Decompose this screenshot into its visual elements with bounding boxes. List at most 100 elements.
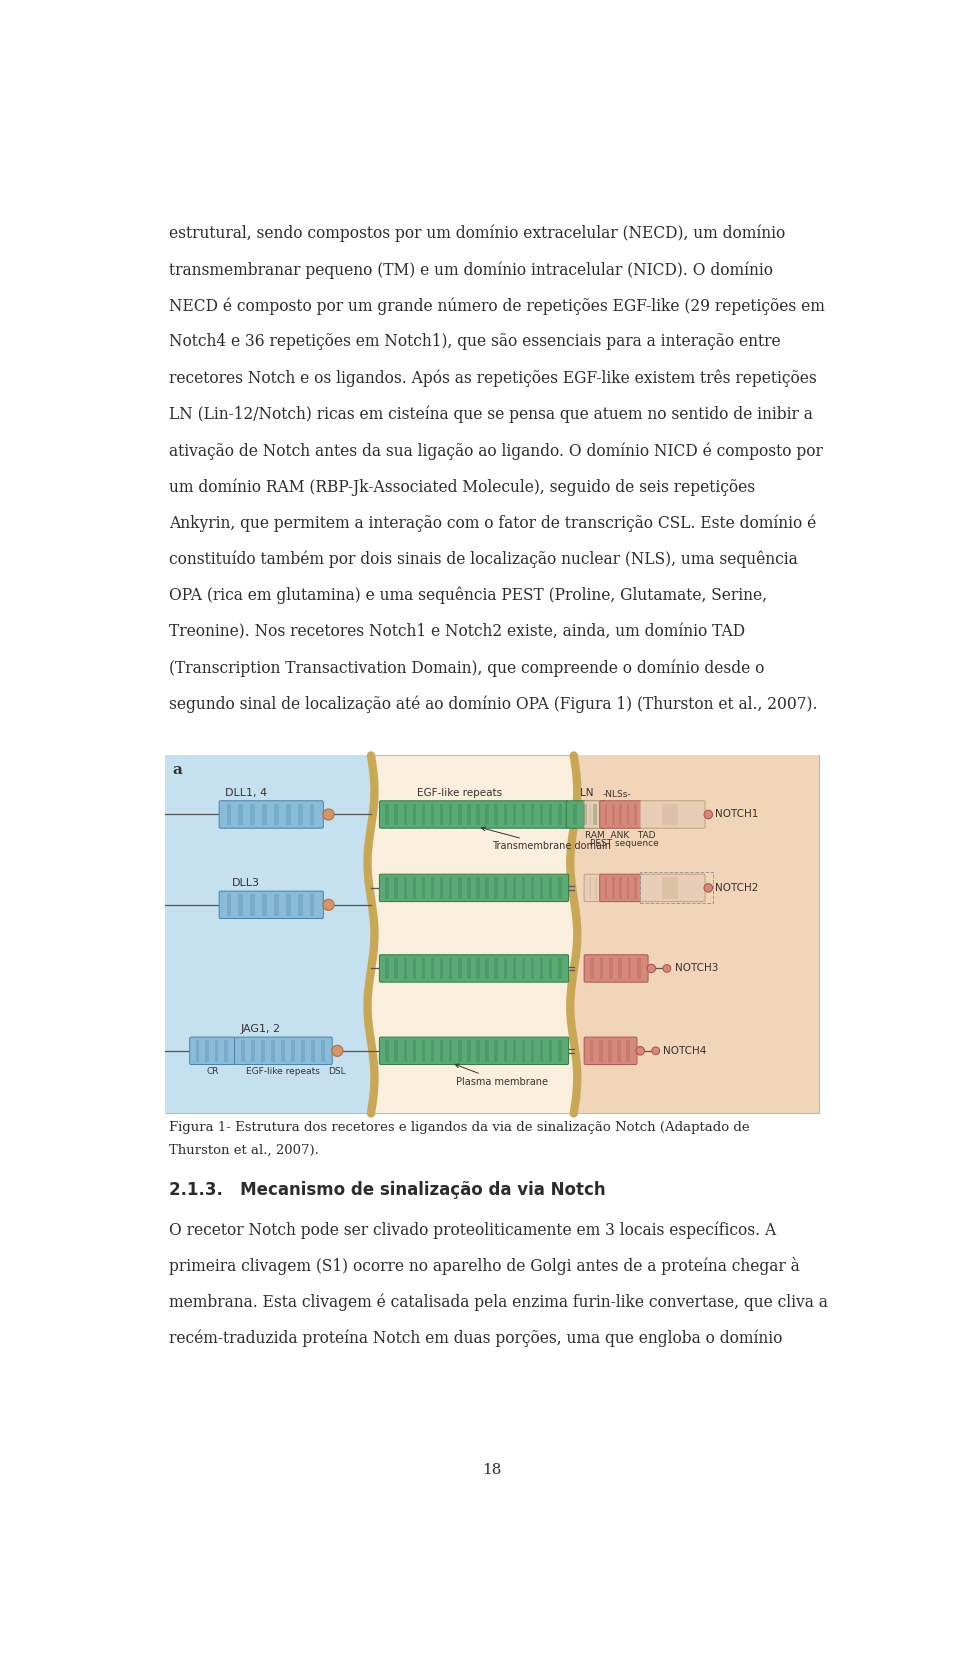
Text: segundo sinal de localização até ao domínio OPA (Figura 1) (Thurston et al., 200: segundo sinal de localização até ao domí… [169, 696, 817, 713]
Circle shape [647, 965, 656, 973]
Text: NOTCH1: NOTCH1 [714, 809, 757, 819]
Bar [403, 804, 407, 826]
Bar [468, 876, 470, 898]
Text: CR: CR [206, 1066, 219, 1077]
Bar [583, 804, 587, 826]
Bar [431, 1040, 434, 1061]
Bar [588, 804, 591, 826]
Bar [238, 804, 243, 826]
Bar [558, 958, 562, 980]
Text: Notch4 e 36 repetições em Notch1), que são essenciais para a interação entre: Notch4 e 36 repetições em Notch1), que s… [169, 334, 780, 350]
Text: NOTCH2: NOTCH2 [714, 883, 757, 893]
FancyBboxPatch shape [379, 955, 568, 981]
Bar [558, 876, 562, 898]
Bar [531, 876, 535, 898]
Bar [504, 876, 507, 898]
Bar [521, 958, 525, 980]
Bar [385, 804, 389, 826]
Text: EGF-like repeats: EGF-like repeats [247, 1066, 321, 1077]
Bar [300, 1040, 304, 1061]
Bar [504, 804, 507, 826]
FancyBboxPatch shape [584, 1036, 637, 1065]
Bar [291, 1040, 295, 1061]
Bar [311, 1040, 315, 1061]
Bar [662, 804, 678, 826]
Bar [617, 1040, 621, 1061]
Bar [593, 804, 597, 826]
FancyBboxPatch shape [584, 955, 648, 981]
FancyBboxPatch shape [574, 756, 819, 1113]
Bar [612, 804, 614, 826]
Bar [321, 1040, 324, 1061]
Bar [395, 1040, 397, 1061]
Circle shape [704, 883, 712, 893]
FancyBboxPatch shape [379, 1036, 568, 1065]
Text: RAM  ANK   TAD: RAM ANK TAD [585, 831, 656, 841]
Bar [298, 804, 302, 826]
Bar [600, 958, 603, 980]
Bar [468, 958, 470, 980]
Bar [196, 1040, 200, 1061]
Bar [385, 876, 389, 898]
Bar [476, 1040, 480, 1061]
Bar [251, 804, 254, 826]
Text: estrutural, sendo compostos por um domínio extracelular (NECD), um domínio: estrutural, sendo compostos por um domín… [169, 225, 785, 242]
Bar [431, 958, 434, 980]
Bar [504, 958, 507, 980]
Bar [440, 1040, 444, 1061]
Bar [549, 804, 552, 826]
Bar [413, 1040, 416, 1061]
Bar [413, 876, 416, 898]
Bar [310, 895, 315, 916]
Bar [609, 958, 612, 980]
FancyBboxPatch shape [600, 801, 642, 828]
Bar [590, 958, 594, 980]
Bar [513, 1040, 516, 1061]
Bar [440, 876, 444, 898]
Text: DSL: DSL [328, 1066, 347, 1077]
Text: DLL3: DLL3 [232, 878, 260, 888]
Bar [385, 958, 389, 980]
Text: O recetor Notch pode ser clivado proteoliticamente em 3 locais específicos. A: O recetor Notch pode ser clivado proteol… [169, 1222, 776, 1238]
Bar [590, 1040, 593, 1061]
Text: transmembranar pequeno (TM) e um domínio intracelular (NICD). O domínio: transmembranar pequeno (TM) e um domínio… [169, 260, 773, 279]
Text: 2.1.3.   Mecanismo de sinalização da via Notch: 2.1.3. Mecanismo de sinalização da via N… [169, 1182, 606, 1200]
FancyBboxPatch shape [234, 1036, 332, 1065]
Bar [449, 958, 452, 980]
FancyBboxPatch shape [600, 875, 642, 901]
Bar [421, 1040, 425, 1061]
Bar [513, 804, 516, 826]
Bar [549, 958, 552, 980]
Bar [227, 895, 231, 916]
Bar [634, 876, 636, 898]
FancyBboxPatch shape [165, 756, 819, 1113]
Bar [421, 804, 425, 826]
Circle shape [663, 965, 671, 973]
Bar [413, 804, 416, 826]
Text: OPA (rica em glutamina) e uma sequência PEST (Proline, Glutamate, Serine,: OPA (rica em glutamina) e uma sequência … [169, 587, 767, 604]
Bar [627, 1040, 630, 1061]
Text: -NLSs-: -NLSs- [603, 789, 632, 799]
Bar [513, 876, 516, 898]
Bar [227, 804, 231, 826]
Bar [549, 876, 552, 898]
Text: a: a [172, 763, 181, 778]
Bar [521, 804, 525, 826]
Circle shape [323, 809, 334, 819]
Text: Figura 1- Estrutura dos recetores e ligandos da via de sinalização Notch (Adapta: Figura 1- Estrutura dos recetores e liga… [169, 1122, 750, 1135]
Text: LN: LN [580, 788, 593, 798]
FancyBboxPatch shape [640, 875, 705, 901]
Bar [540, 804, 543, 826]
Bar [476, 804, 480, 826]
Bar [531, 958, 535, 980]
Bar [421, 876, 425, 898]
Circle shape [323, 900, 334, 910]
Bar [403, 876, 407, 898]
Bar [286, 895, 291, 916]
Bar [573, 804, 577, 826]
Circle shape [704, 809, 712, 819]
Bar [440, 804, 444, 826]
Bar [521, 1040, 525, 1061]
Bar [494, 958, 498, 980]
Text: primeira clivagem (S1) ocorre no aparelho de Golgi antes de a proteína chegar à: primeira clivagem (S1) ocorre no aparelh… [169, 1257, 800, 1275]
